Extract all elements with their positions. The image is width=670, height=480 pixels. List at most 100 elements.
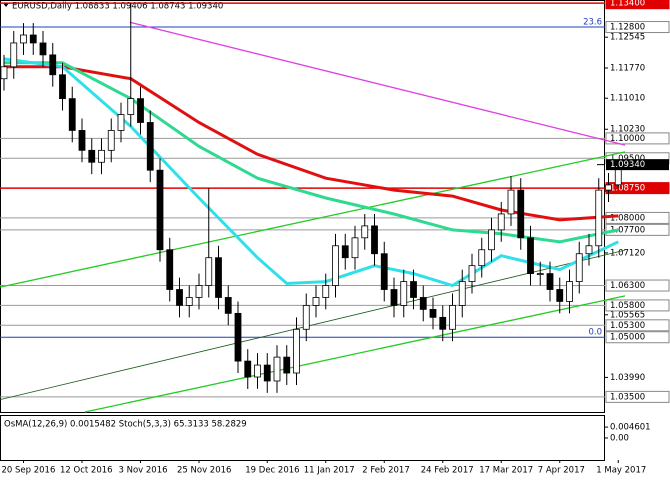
candle-body [68, 98, 76, 131]
candle-body [254, 364, 261, 378]
indicator-frame [0, 415, 605, 461]
candle-body [390, 289, 398, 306]
candle-body [507, 189, 515, 215]
candle-body [312, 297, 320, 306]
level-box [605, 132, 670, 145]
candle-body [146, 122, 154, 171]
y-tick-label: 1.05565 [610, 310, 645, 320]
level-box [605, 331, 670, 344]
candle-body [98, 149, 105, 163]
candle-body [536, 273, 544, 276]
candle-body [78, 130, 86, 151]
candle-body [488, 229, 495, 251]
candle-body [527, 237, 534, 275]
candle-body [49, 54, 57, 76]
level-box [605, 299, 670, 312]
indicator-tick-label: 0.004601 [610, 423, 651, 433]
candle-body [166, 249, 174, 290]
y-tick-label: 1.11010 [610, 94, 645, 104]
y-tick-label: 1.10230 [610, 125, 645, 135]
level-box [605, 0, 670, 10]
x-tick-label: 7 Apr 2017 [538, 466, 585, 476]
candle-body [10, 42, 18, 68]
level-box [605, 390, 670, 403]
trendline [129, 21, 626, 146]
candle-body [497, 213, 505, 231]
y-tick-label: 1.07120 [610, 248, 645, 258]
candle-body [302, 305, 310, 330]
current-price-box [606, 159, 669, 171]
candle-body [575, 253, 583, 282]
candle-body [429, 308, 437, 318]
x-tick-label: 24 Feb 2017 [421, 466, 474, 476]
level-label: 1.05000 [610, 333, 645, 343]
candle-body [244, 360, 252, 378]
x-tick-label: 17 Mar 2017 [479, 466, 533, 476]
candle-body [224, 297, 232, 314]
level-label: 1.08000 [610, 213, 645, 223]
level-label: 1.06300 [610, 281, 645, 291]
candle-body [39, 42, 47, 56]
indicator-title: OsMA(12,26,9) 0.0015482 Stoch(5,3,3) 65.… [4, 420, 247, 430]
candle-body [293, 328, 300, 374]
menu-arrow [3, 3, 9, 7]
candle-body [59, 74, 66, 100]
candle-body [322, 285, 330, 298]
candle-body [361, 225, 369, 239]
fib-label: 23.6 [583, 18, 602, 28]
trendline [0, 151, 626, 288]
candle-body [468, 265, 476, 282]
level-label: 1.09500 [610, 154, 645, 164]
candle-body [107, 130, 115, 151]
candle-body [185, 297, 193, 306]
candle-body [449, 305, 456, 330]
trendline [0, 249, 626, 401]
candle-body [0, 66, 8, 80]
candle-body [283, 356, 291, 374]
level-box [605, 279, 670, 292]
candle-body [29, 34, 37, 44]
candle-body [88, 149, 96, 163]
candle-body [478, 249, 486, 267]
level-label: 1.05800 [610, 301, 645, 311]
candle-body [595, 189, 603, 247]
candle-body [458, 281, 466, 306]
x-tick-label: 1 May 2017 [596, 466, 646, 476]
candle-body [215, 257, 222, 298]
candle-body [137, 98, 144, 123]
y-tick-label: 1.03990 [610, 373, 645, 383]
x-tick-label: 19 Dec 2016 [245, 466, 299, 476]
candle-body [546, 273, 554, 290]
x-tick-label: 25 Nov 2016 [177, 466, 231, 476]
level-label: 1.05300 [610, 321, 645, 331]
candle-body [195, 285, 203, 298]
x-tick-label: 12 Oct 2016 [60, 466, 113, 476]
main-frame [0, 0, 605, 413]
candle-body [205, 257, 213, 286]
level-label: 1.13400 [610, 0, 645, 9]
fib-label: 0.0 [588, 328, 602, 338]
candle-body [127, 98, 135, 115]
candle-body [400, 281, 408, 306]
candle-body [410, 281, 417, 298]
level-label: 1.03500 [610, 392, 645, 402]
candle-body [117, 114, 125, 131]
candle-body [380, 253, 388, 290]
indicator-tick-label: 0.00 [610, 433, 629, 443]
candle-body [566, 281, 573, 302]
candle-body [517, 189, 525, 239]
candle-body [176, 289, 183, 306]
candle-body [156, 169, 164, 251]
x-tick-label: 11 Jan 2017 [304, 466, 355, 476]
y-tick-label: 1.11770 [610, 64, 645, 74]
candle-body [419, 297, 427, 310]
level-label: 1.10000 [610, 134, 645, 144]
chart-title: EURUSD,Daily 1.08833 1.09406 1.08743 1.0… [12, 2, 223, 12]
level-box [605, 319, 670, 332]
level-box [605, 223, 670, 236]
current-price-label: 1.09340 [610, 160, 645, 170]
x-tick-label: 2 Feb 2017 [362, 466, 410, 476]
candle-body [605, 184, 612, 191]
candle-body [234, 312, 242, 362]
